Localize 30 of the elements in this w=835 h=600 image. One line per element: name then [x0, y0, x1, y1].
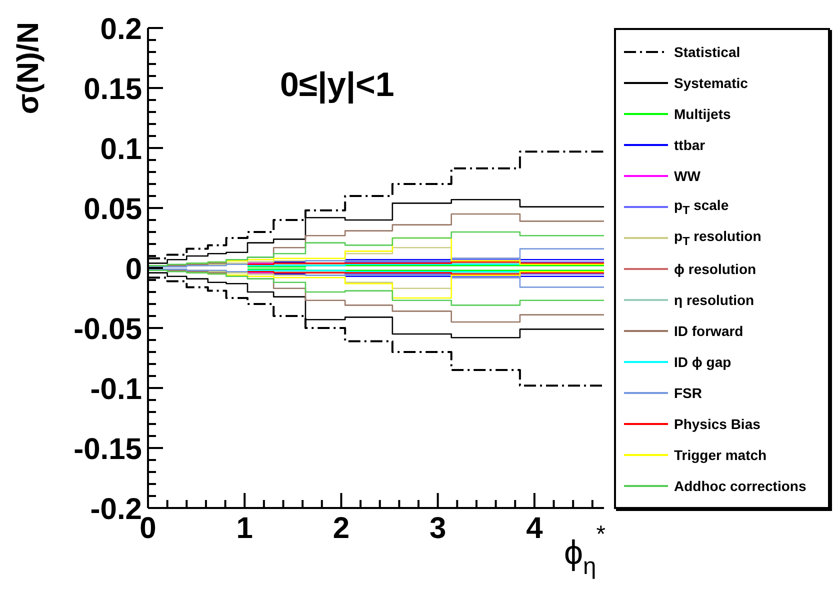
- y-tick-label: -0.05: [74, 313, 142, 346]
- y-tick-label: 0.2: [100, 13, 142, 46]
- y-tick-label: 0.05: [84, 193, 142, 226]
- legend-label: Addhoc corrections: [674, 478, 806, 494]
- x-tick-label: 1: [236, 512, 253, 545]
- y-tick-label: -0.15: [74, 433, 142, 466]
- legend-label: Multijets: [674, 106, 731, 122]
- y-tick-label: -0.2: [90, 493, 142, 526]
- y-axis-title: σ(N)/N: [12, 22, 45, 114]
- legend-label: FSR: [674, 384, 702, 400]
- legend-label: ϕ resolution: [674, 260, 756, 276]
- y-tick-label: 0: [125, 253, 142, 286]
- legend-label: Physics Bias: [674, 416, 760, 432]
- legend-label: Trigger match: [674, 446, 767, 462]
- legend-label: Systematic: [674, 74, 748, 90]
- y-tick-label: 0.1: [100, 133, 142, 166]
- legend-label: p$_{T}$ scale: [674, 196, 729, 216]
- y-tick-label: -0.1: [90, 373, 142, 406]
- x-tick-label: 4: [526, 512, 544, 545]
- legend-label: ttbar: [674, 136, 706, 152]
- annotation: 0≤|y|<1: [280, 66, 394, 105]
- legend-label: WW: [674, 168, 700, 184]
- legend-label: ID forward: [674, 322, 744, 338]
- y-tick-label: 0.15: [84, 73, 142, 106]
- legend-label: ID ϕ gap: [674, 354, 732, 370]
- x-tick-label: 2: [332, 512, 350, 545]
- x-tick-label: 3: [429, 512, 446, 545]
- legend-label: η resolution: [674, 292, 754, 308]
- legend-label: p$_{T}$ resolution: [674, 228, 762, 248]
- legend-label: Statistical: [674, 44, 740, 60]
